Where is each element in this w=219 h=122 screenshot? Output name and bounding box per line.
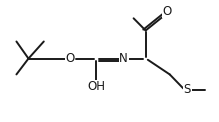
Text: O: O [65,52,75,65]
Text: N: N [119,52,128,65]
Text: OH: OH [87,80,105,93]
Text: S: S [184,83,191,96]
Text: O: O [163,5,172,18]
